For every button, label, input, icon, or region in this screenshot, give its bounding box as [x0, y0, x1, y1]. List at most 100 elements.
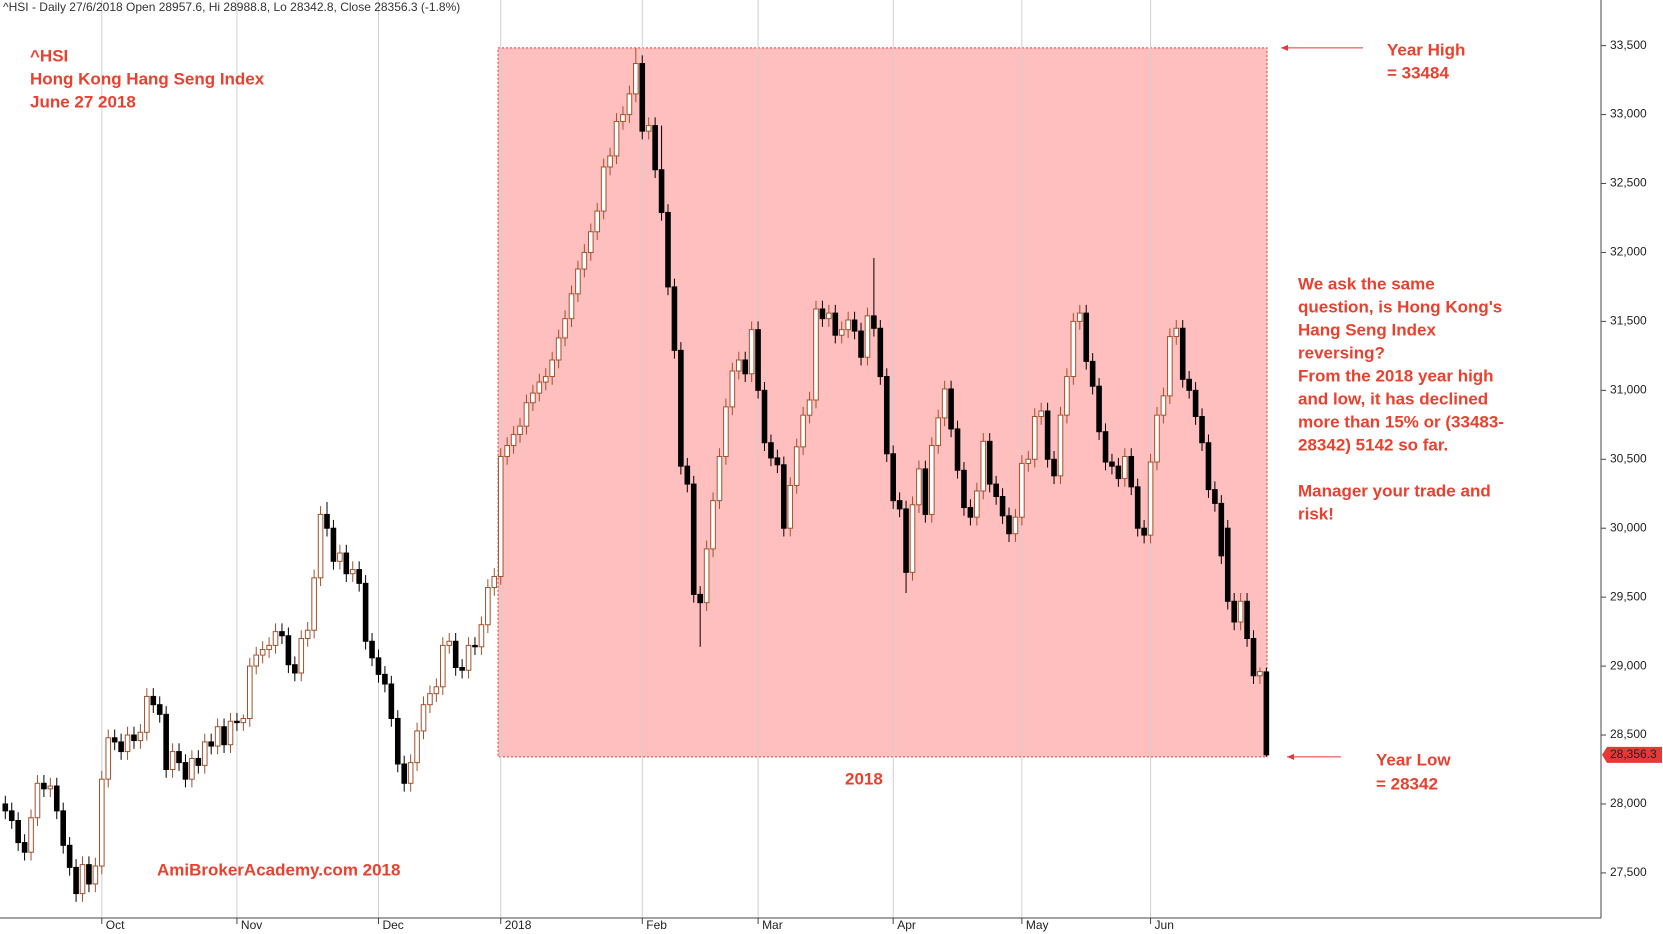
- candle-body: [903, 508, 909, 573]
- x-tick-label: 2018: [505, 918, 532, 932]
- y-tick-label: 32,500: [1610, 176, 1647, 190]
- candle-body: [34, 782, 41, 819]
- candle-body: [581, 251, 588, 270]
- candle-body: [871, 315, 877, 329]
- commentary-line: Hang Seng Index: [1298, 320, 1436, 339]
- y-tick-label: 32,000: [1610, 245, 1647, 259]
- candle-body: [980, 440, 987, 492]
- title-line: ^HSI: [30, 46, 68, 65]
- candle-body: [806, 399, 813, 416]
- candle-body: [748, 329, 755, 375]
- candle-body: [639, 63, 646, 132]
- candle-body: [781, 464, 787, 529]
- candle-body: [1064, 376, 1070, 416]
- candle-body: [1128, 456, 1135, 488]
- candle-body: [311, 577, 317, 631]
- candle-body: [1141, 527, 1147, 536]
- candle-body: [1038, 410, 1044, 418]
- year-high-arrow-head: [1281, 44, 1288, 51]
- candle-body: [150, 695, 157, 706]
- year-low-label: = 28342: [1376, 774, 1438, 793]
- candle-body: [555, 337, 562, 361]
- y-tick-label: 30,500: [1610, 451, 1647, 465]
- candle-body: [1212, 489, 1218, 504]
- last-price-label: 28,356.3: [1610, 747, 1657, 761]
- candle-body: [922, 468, 929, 515]
- candle-body: [86, 864, 92, 885]
- candle-body: [935, 417, 942, 446]
- candle-body: [690, 483, 697, 595]
- title-line: June 27 2018: [30, 92, 136, 111]
- candle-body: [813, 308, 819, 401]
- candle-body: [246, 665, 253, 719]
- candle-body: [292, 664, 298, 674]
- candle-body: [1224, 527, 1231, 602]
- candle-body: [896, 500, 903, 510]
- candle-body: [1186, 378, 1192, 391]
- commentary-line: From the 2018 year high: [1298, 366, 1494, 385]
- candle-body: [1070, 320, 1077, 378]
- x-tick-label: Apr: [897, 918, 916, 932]
- candle-body: [2, 803, 9, 812]
- candle-body: [858, 330, 864, 358]
- x-tick-label: May: [1026, 918, 1049, 932]
- candle-body: [1025, 458, 1032, 464]
- commentary-line: and low, it has declined: [1298, 389, 1488, 408]
- candle-body: [298, 638, 305, 674]
- candle-body: [568, 293, 575, 320]
- candle-body: [382, 673, 388, 685]
- candle-body: [362, 582, 369, 642]
- candle-body: [697, 593, 703, 604]
- candle-body: [182, 762, 189, 780]
- candle-body: [105, 737, 112, 780]
- candle-body: [1134, 486, 1141, 529]
- candle-body: [613, 120, 620, 157]
- candle-body: [1089, 360, 1096, 387]
- y-tick-label: 28,000: [1610, 796, 1647, 810]
- year-range-box: [497, 47, 1268, 758]
- candle-body: [99, 778, 105, 867]
- candle-body: [240, 717, 247, 724]
- candle-body: [1115, 465, 1122, 480]
- candle-body: [993, 483, 999, 498]
- y-tick-label: 31,500: [1610, 314, 1647, 328]
- candle-body: [324, 513, 330, 529]
- candle-body: [446, 640, 453, 646]
- candle-body: [420, 704, 427, 732]
- candle-body: [1218, 502, 1225, 557]
- x-tick-label: Mar: [762, 918, 783, 932]
- candle-body: [388, 683, 395, 719]
- candle-body: [1160, 395, 1167, 416]
- candle-body: [1250, 638, 1257, 677]
- candle-body: [92, 865, 99, 885]
- candle-body: [961, 469, 967, 509]
- candle-body: [819, 308, 826, 320]
- candle-body: [710, 500, 716, 550]
- commentary-line: reversing?: [1298, 343, 1385, 362]
- candle-body: [337, 552, 343, 562]
- candle-body: [478, 624, 485, 648]
- x-tick-label: Oct: [106, 918, 125, 932]
- y-tick-label: 29,500: [1610, 589, 1647, 603]
- watermark: AmiBrokerAcademy.com 2018: [157, 860, 400, 879]
- x-tick-label: Dec: [382, 918, 403, 932]
- candle-body: [986, 440, 993, 485]
- candle-body: [21, 842, 28, 853]
- candle-body: [414, 730, 420, 764]
- candle-body: [131, 734, 137, 742]
- candle-body: [523, 402, 530, 427]
- y-tick-label: 28,500: [1610, 727, 1647, 741]
- title-line: Hong Kong Hang Seng Index: [30, 69, 265, 88]
- box-label: 2018: [845, 769, 883, 788]
- candle-body: [838, 329, 845, 336]
- candle-body: [1019, 462, 1025, 518]
- candle-body: [189, 757, 195, 780]
- candle-body: [941, 388, 948, 419]
- candle-body: [208, 741, 214, 747]
- candle-body: [607, 155, 613, 168]
- header-info: ^HSI - Daily 27/6/2018 Open 28957.6, Hi …: [3, 0, 460, 14]
- candle-body: [594, 210, 601, 233]
- candle-body: [459, 666, 465, 671]
